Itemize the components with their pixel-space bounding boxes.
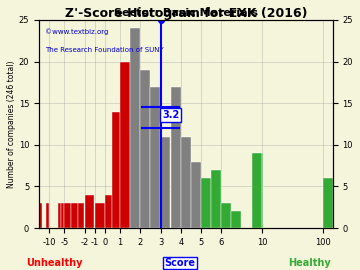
Bar	[191, 161, 201, 228]
Text: ©www.textbiz.org: ©www.textbiz.org	[45, 28, 108, 35]
Bar	[78, 203, 84, 228]
Bar	[140, 70, 150, 228]
Bar	[85, 195, 94, 228]
Bar	[112, 112, 120, 228]
Text: Score: Score	[165, 258, 195, 268]
Text: Sector: Basic Materials: Sector: Basic Materials	[114, 8, 258, 18]
Bar	[58, 203, 61, 228]
Bar	[161, 137, 170, 228]
Bar	[323, 178, 333, 228]
Bar	[211, 170, 221, 228]
Bar	[130, 28, 140, 228]
Text: The Research Foundation of SUNY: The Research Foundation of SUNY	[45, 47, 163, 53]
Bar	[150, 87, 160, 228]
Bar	[64, 203, 71, 228]
Bar	[181, 137, 191, 228]
Bar	[71, 203, 78, 228]
Bar	[46, 203, 49, 228]
Bar	[39, 203, 42, 228]
Bar	[201, 178, 211, 228]
Bar	[171, 87, 180, 228]
Y-axis label: Number of companies (246 total): Number of companies (246 total)	[7, 60, 16, 188]
Bar	[120, 62, 130, 228]
Bar	[105, 195, 112, 228]
Bar	[252, 153, 262, 228]
Bar	[61, 203, 64, 228]
Text: Healthy: Healthy	[288, 258, 331, 268]
Bar	[231, 211, 241, 228]
Text: 3.2: 3.2	[162, 110, 179, 120]
Text: Unhealthy: Unhealthy	[26, 258, 82, 268]
Bar	[95, 203, 104, 228]
Bar	[221, 203, 231, 228]
Title: Z'-Score Histogram for EXK (2016): Z'-Score Histogram for EXK (2016)	[65, 7, 307, 20]
